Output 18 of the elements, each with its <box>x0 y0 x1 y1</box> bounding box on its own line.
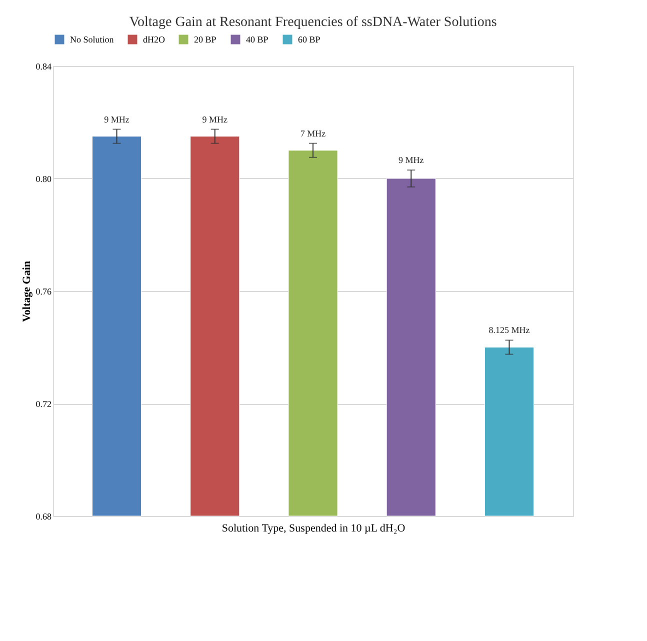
legend-label: dH2O <box>143 34 166 45</box>
annotation: 8.125 MHz <box>488 325 530 336</box>
y-tick-label: 0.80 <box>36 174 52 184</box>
y-tick-label: 0.84 <box>36 62 52 72</box>
annotation: 9 MHz <box>104 114 130 124</box>
y-axis-title: Voltage Gain <box>20 260 33 322</box>
annotation: 9 MHz <box>398 155 424 166</box>
annotation: 7 MHz <box>300 128 326 138</box>
chart-title: Voltage Gain at Resonant Frequencies of ssDNA-Water Solutions <box>129 15 497 30</box>
annotation: 9 MHz <box>202 114 228 124</box>
legend-label: 20 BP <box>194 34 216 45</box>
legend-label: 60 BP <box>298 34 320 45</box>
legend-label: No Solution <box>70 34 114 45</box>
y-tick-label: 0.76 <box>36 286 52 296</box>
x-axis-title: Solution Type, Suspended in 10 µL dH₂O <box>222 522 406 534</box>
y-tick-label: 0.68 <box>36 512 52 522</box>
legend-label: 40 BP <box>246 34 268 45</box>
y-tick-label: 0.72 <box>36 399 52 409</box>
